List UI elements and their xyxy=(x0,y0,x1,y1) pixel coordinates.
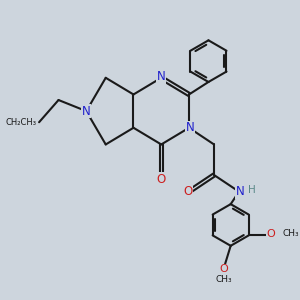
Text: CH₂CH₃: CH₂CH₃ xyxy=(5,118,36,127)
Text: CH₃: CH₃ xyxy=(282,230,299,238)
Text: N: N xyxy=(157,70,166,83)
Text: O: O xyxy=(183,185,192,198)
Text: CH₃: CH₃ xyxy=(215,274,232,284)
Text: O: O xyxy=(267,229,275,239)
Text: O: O xyxy=(219,264,228,274)
Text: H: H xyxy=(248,185,255,195)
Text: O: O xyxy=(157,173,166,186)
Text: N: N xyxy=(186,121,195,134)
Text: N: N xyxy=(82,105,91,118)
Text: N: N xyxy=(236,185,245,198)
